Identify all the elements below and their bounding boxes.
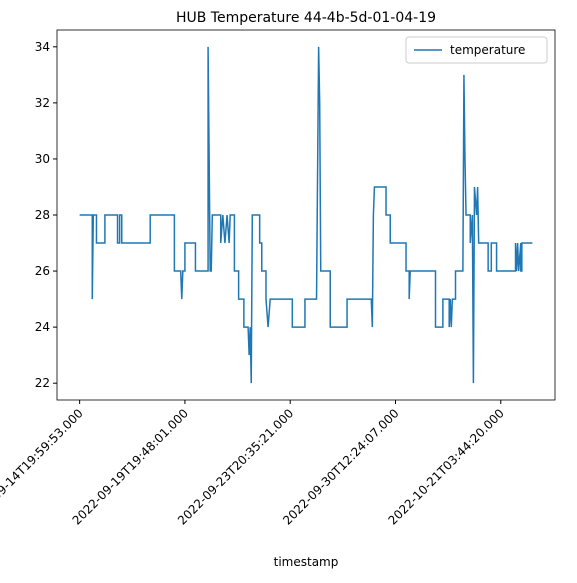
y-tick-label: 24 [35, 320, 50, 334]
x-tick-label: 2022-09-23T20:35:21.000 [175, 406, 296, 527]
y-tick-label: 22 [35, 376, 50, 390]
y-tick-label: 32 [35, 96, 50, 110]
y-tick-label: 30 [35, 152, 50, 166]
y-tick-label: 34 [35, 40, 50, 54]
x-tick-label: 2022-09-30T12:24:07.000 [280, 406, 401, 527]
chart-title: HUB Temperature 44-4b-5d-01-04-19 [176, 10, 436, 26]
x-axis-label: timestamp [274, 555, 339, 569]
line-series [79, 46, 533, 384]
x-tick-label: 2022-09-14T19:59:53.000 [0, 406, 86, 527]
y-tick-label: 28 [35, 208, 50, 222]
plot-frame [56, 29, 556, 401]
x-tick-label: 2022-10-21T03:44:20.000 [385, 406, 506, 527]
x-tick-label: 2022-09-19T19:48:01.000 [70, 406, 191, 527]
legend-label: temperature [450, 43, 525, 57]
legend-box [405, 36, 548, 64]
y-tick-label: 26 [35, 264, 50, 278]
